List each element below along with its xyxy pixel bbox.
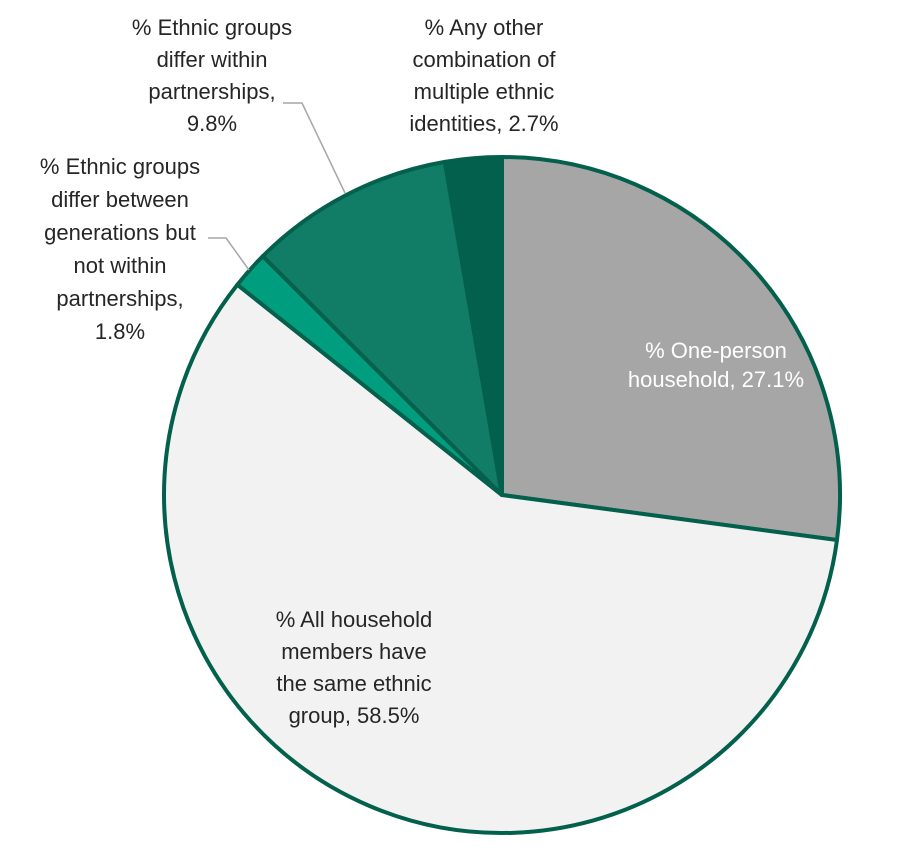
data-label-line: generations but [44,220,196,245]
data-label-line: group, 58.5% [289,703,420,728]
data-label-line: combination of [412,47,556,72]
data-label-line: not within [74,253,167,278]
pie-slice-3 [260,159,504,497]
data-label-line: differ within [157,47,268,72]
data-label-2: % Ethnic groups differ between generations… [40,154,200,344]
data-label-line: partnerships, [148,79,275,104]
data-label-line: the same ethnic [276,671,431,696]
data-label-line: 9.8% [187,111,237,136]
pie-slices [162,155,842,835]
leader-lines [208,102,346,271]
data-label-line: % Ethnic groups [40,154,200,179]
pie-slice-4 [442,155,504,497]
data-label-line: % All household [276,607,433,632]
data-label-line: 1.8% [95,319,145,344]
leader-line-2 [208,237,250,271]
leader-line-3 [283,102,346,194]
data-label-line: % One-person [645,338,787,363]
data-label-line: % Ethnic groups [132,15,292,40]
data-labels: % One-person household, 27.1% % All househ… [40,15,804,728]
data-label-line: % Any other [425,15,544,40]
data-label-line: household, 27.1% [628,367,804,392]
data-label-0: % One-person household, 27.1% [628,338,804,392]
data-label-3: % Ethnic groups differ within partnerships… [132,15,292,136]
data-label-line: differ between [51,187,189,212]
data-label-line: members have [281,639,427,664]
data-label-4: % Any other combination of multiple ethnic… [409,15,558,136]
data-label-line: multiple ethnic [414,79,555,104]
pie-slice-0 [500,155,842,543]
data-label-line: identities, 2.7% [409,111,558,136]
data-label-line: partnerships, [56,286,183,311]
data-label-1: % All household members have the same ethn… [276,607,433,728]
pie-slice-1 [162,282,839,835]
